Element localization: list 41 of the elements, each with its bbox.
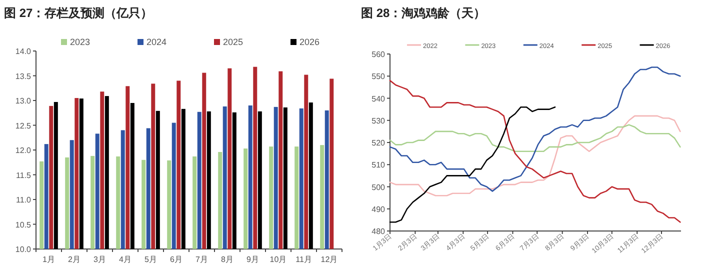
x-tick-label: 7月 <box>196 255 208 264</box>
y-tick-label: 12.0 <box>15 146 32 155</box>
x-tick-label: 8月 <box>221 255 234 264</box>
y-tick-label: 480 <box>372 227 386 236</box>
y-tick-label: 530 <box>372 116 386 126</box>
x-tick-label: 3月 <box>94 255 106 264</box>
y-tick-label: 520 <box>372 138 386 148</box>
legend-label: 2025 <box>223 37 244 47</box>
x-tick-label: 10月 <box>270 255 287 264</box>
x-tick-label: 9月 <box>246 255 259 264</box>
chart-title: 图 28：淘鸡鸡龄（天） <box>361 6 486 20</box>
y-tick-label: 10.5 <box>15 220 32 230</box>
x-tick-label: 12月 <box>320 255 338 264</box>
y-tick-label: 14.0 <box>15 47 32 56</box>
y-tick-label: 11.0 <box>16 196 32 204</box>
y-tick-label: 13.0 <box>15 96 32 106</box>
line-series <box>389 66 681 192</box>
y-tick-label: 560 <box>372 50 386 59</box>
x-tick-label: 2月 <box>68 255 80 264</box>
y-tick-label: 500 <box>372 182 386 192</box>
line-series <box>389 106 556 223</box>
y-tick-label: 540 <box>372 94 386 104</box>
y-tick-label: 490 <box>372 204 386 214</box>
line-series <box>389 80 681 223</box>
y-tick-label: 13.5 <box>15 72 32 81</box>
x-tick-label: 1月 <box>42 255 55 264</box>
y-tick-label: 510 <box>372 160 386 170</box>
line-series <box>389 115 681 196</box>
legend-label: 2023 <box>70 37 90 47</box>
x-tick-label: 6月 <box>170 255 182 264</box>
line-series <box>389 124 681 152</box>
y-tick-label: 550 <box>372 72 386 82</box>
chart-title: 图 27：存栏及预测（亿只） <box>4 6 153 20</box>
y-tick-label: 11.5 <box>16 170 32 180</box>
x-tick-label: 11月 <box>296 255 312 264</box>
x-tick-label: 4月 <box>119 255 132 264</box>
x-tick-label: 5月 <box>144 255 157 264</box>
y-tick-label: 12.5 <box>15 121 32 130</box>
y-tick-label: 10.0 <box>15 245 32 254</box>
legend-label: 2024 <box>146 37 167 47</box>
legend-label: 2026 <box>300 37 320 47</box>
